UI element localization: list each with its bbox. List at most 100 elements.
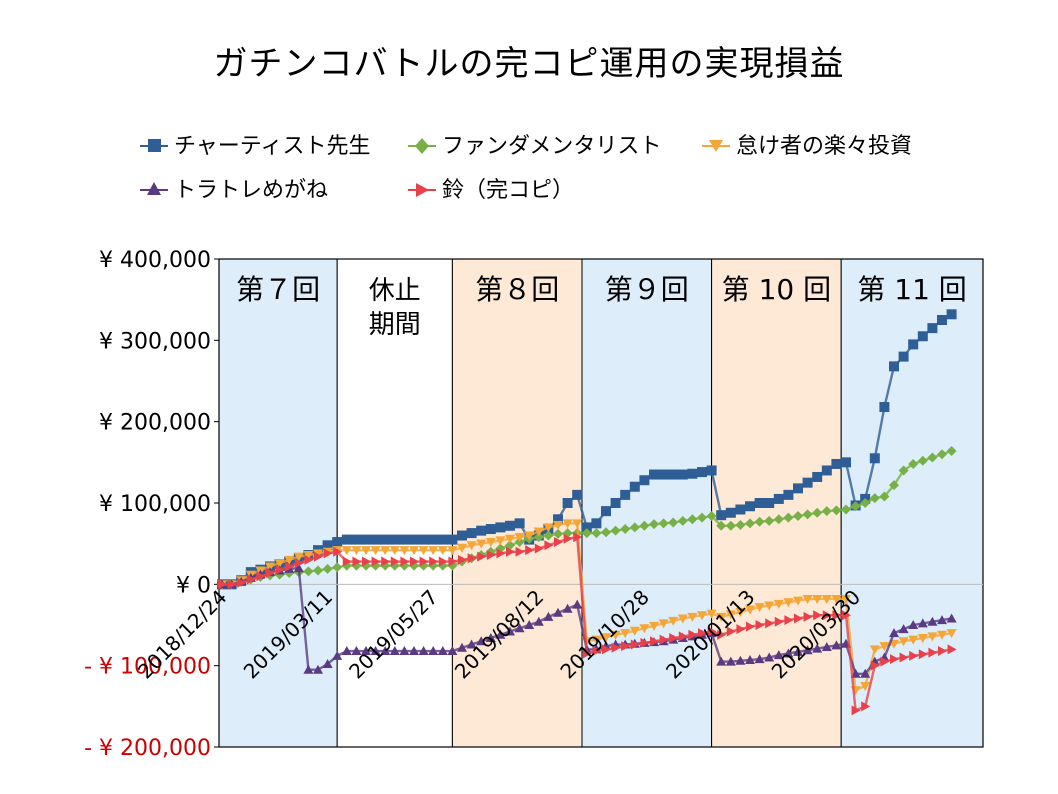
data-point <box>409 534 419 545</box>
data-point <box>448 556 458 567</box>
data-point <box>860 668 871 678</box>
data-point <box>937 315 947 325</box>
data-point <box>505 520 515 531</box>
data-point <box>831 594 842 604</box>
data-point <box>505 534 515 544</box>
data-point <box>841 457 851 468</box>
data-point <box>514 623 525 633</box>
legend-label: トラトレめがね <box>174 178 329 203</box>
period-band <box>336 258 453 748</box>
data-point <box>755 620 765 630</box>
data-point <box>342 556 352 567</box>
data-point <box>821 594 832 604</box>
data-point <box>361 546 371 556</box>
data-point <box>668 517 679 528</box>
data-point <box>351 534 362 545</box>
data-point <box>486 550 496 561</box>
data-point <box>869 453 880 464</box>
data-point <box>908 620 919 629</box>
data-point <box>629 626 640 636</box>
data-point <box>410 556 419 567</box>
data-point <box>793 646 803 656</box>
data-point <box>917 634 928 644</box>
period-label: 期間 <box>369 310 421 340</box>
data-point <box>553 528 563 539</box>
data-point <box>303 551 314 561</box>
y-tick-label: ¥ 300,000 <box>99 329 211 354</box>
data-point <box>725 610 736 620</box>
data-point <box>533 616 544 626</box>
data-point <box>725 520 736 531</box>
data-point <box>765 618 775 629</box>
data-point <box>831 458 842 469</box>
data-point <box>650 636 659 647</box>
data-point <box>380 534 391 545</box>
data-point <box>783 598 794 608</box>
data-point <box>370 646 381 656</box>
data-point <box>754 516 765 527</box>
data-point <box>418 534 429 545</box>
legend-label: 鈴（完コピ） <box>442 178 575 203</box>
data-point <box>898 465 909 476</box>
data-point <box>332 562 343 573</box>
data-point <box>495 536 506 546</box>
y-tick-label: ¥ 400,000 <box>99 248 211 273</box>
data-point <box>506 546 515 557</box>
data-point <box>351 546 362 556</box>
data-point <box>370 546 381 556</box>
data-point <box>917 331 928 342</box>
y-tick-label: - ¥ 100,000 <box>84 655 211 680</box>
data-point <box>909 650 919 661</box>
data-point <box>745 501 755 512</box>
data-point <box>639 475 650 486</box>
data-point <box>447 534 458 545</box>
data-point <box>437 546 448 556</box>
data-point <box>821 641 832 651</box>
data-point <box>610 498 621 508</box>
data-point <box>649 469 659 480</box>
data-point <box>274 559 285 569</box>
data-point <box>389 546 400 556</box>
data-point <box>389 534 400 545</box>
data-point <box>293 552 304 562</box>
data-point <box>794 613 803 624</box>
data-point <box>898 637 909 647</box>
data-point <box>524 531 535 541</box>
data-point <box>851 705 861 716</box>
y-tick-label: - ¥ 200,000 <box>84 736 211 761</box>
data-point <box>341 534 352 545</box>
data-point <box>370 534 381 545</box>
data-point <box>697 467 707 478</box>
data-point <box>869 493 880 504</box>
data-point <box>764 601 775 611</box>
data-point <box>898 351 909 362</box>
data-point <box>573 532 583 543</box>
data-point <box>735 607 746 617</box>
data-point <box>937 630 947 640</box>
data-point <box>947 644 957 655</box>
data-point <box>246 574 256 585</box>
data-point <box>745 654 755 664</box>
data-point <box>524 620 535 629</box>
data-point <box>938 646 947 657</box>
data-point <box>841 594 851 604</box>
data-point <box>266 567 275 578</box>
data-point <box>698 628 707 639</box>
data-point <box>908 458 919 469</box>
data-point <box>783 648 794 658</box>
data-point <box>553 514 563 525</box>
data-point <box>869 645 880 655</box>
data-point <box>668 469 679 480</box>
data-point <box>659 634 669 645</box>
data-point <box>658 518 669 529</box>
data-point <box>861 701 871 712</box>
data-point <box>687 612 698 622</box>
data-point <box>428 646 439 656</box>
data-point <box>706 465 717 476</box>
data-point <box>418 646 429 656</box>
data-point <box>860 682 871 691</box>
data-point <box>313 565 323 576</box>
data-point <box>793 596 803 606</box>
data-point <box>889 361 899 372</box>
